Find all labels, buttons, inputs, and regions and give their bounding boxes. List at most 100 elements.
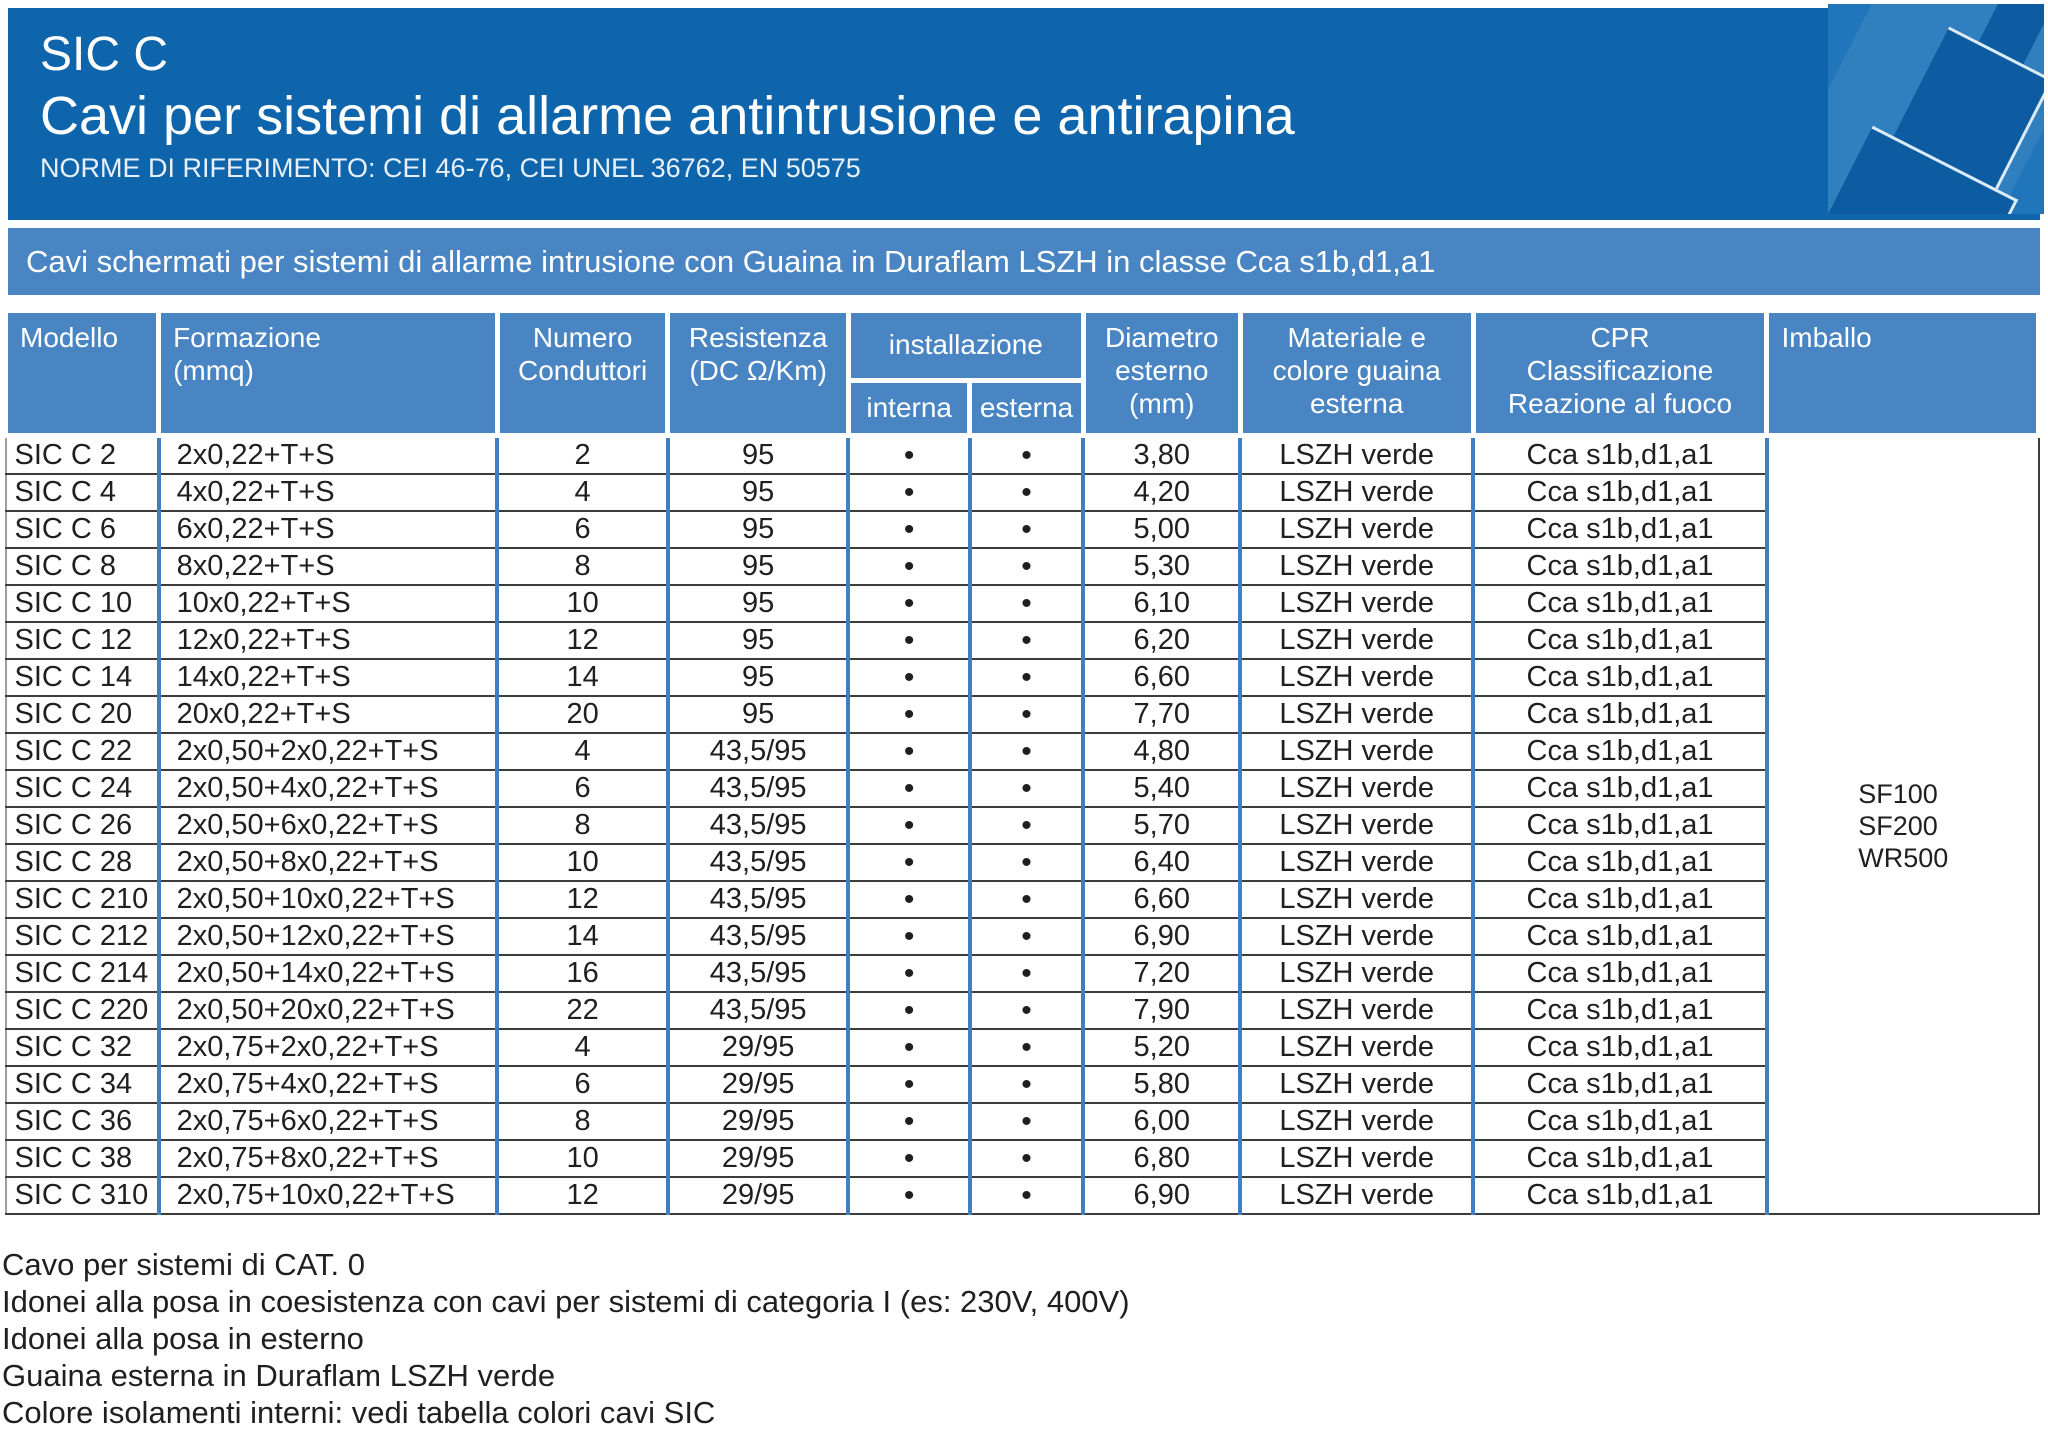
cell-resistenza: 43,5/95 — [665, 843, 851, 882]
cell-materiale: LSZH verde — [1238, 621, 1476, 660]
cell-modello: SIC C 34 — [4, 1065, 161, 1104]
note-line: Cavo per sistemi di CAT. 0 — [2, 1247, 365, 1282]
cell-formazione: 20x0,22+T+S — [156, 695, 500, 734]
cell-installazione-interna: • — [846, 880, 972, 919]
cell-diametro: 6,90 — [1081, 1176, 1243, 1215]
cell-installazione-esterna: • — [967, 473, 1086, 512]
cell-cpr: Cca s1b,d1,a1 — [1471, 658, 1769, 697]
cell-materiale: LSZH verde — [1238, 584, 1476, 623]
note-line: Guaina esterna in Duraflam LSZH verde — [2, 1358, 556, 1393]
cell-diametro: 6,10 — [1081, 584, 1243, 623]
cell-formazione: 2x0,50+8x0,22+T+S — [156, 843, 500, 882]
cell-conduttori: 6 — [495, 510, 670, 549]
header-imballo: Imballo — [1764, 308, 2041, 438]
cell-cpr: Cca s1b,d1,a1 — [1471, 695, 1769, 734]
cell-conduttori: 10 — [495, 1139, 670, 1178]
cell-conduttori: 4 — [495, 473, 670, 512]
category-banner: Cavi schermati per sistemi di allarme in… — [8, 228, 2040, 295]
cell-formazione: 2x0,75+4x0,22+T+S — [156, 1065, 500, 1104]
imballo-line: SF200 — [1858, 810, 1938, 841]
table-body: SIC C 2 2x0,22+T+S 2 95 • • 3,80 LSZH ve… — [4, 433, 2040, 1215]
cell-resistenza: 95 — [665, 547, 851, 586]
cell-installazione-interna: • — [846, 547, 972, 586]
cell-resistenza: 43,5/95 — [665, 732, 851, 771]
cell-diametro: 5,80 — [1081, 1065, 1243, 1104]
cell-modello: SIC C 220 — [4, 991, 161, 1030]
cell-installazione-esterna: • — [967, 991, 1086, 1030]
cell-materiale: LSZH verde — [1238, 1102, 1476, 1141]
cell-installazione-interna: • — [846, 658, 972, 697]
cell-formazione: 2x0,50+14x0,22+T+S — [156, 954, 500, 993]
cell-modello: SIC C 32 — [4, 1028, 161, 1067]
cell-cpr: Cca s1b,d1,a1 — [1471, 584, 1769, 623]
cell-resistenza: 95 — [665, 621, 851, 660]
cell-diametro: 4,80 — [1081, 732, 1243, 771]
cell-installazione-interna: • — [846, 806, 972, 845]
cell-formazione: 10x0,22+T+S — [156, 584, 500, 623]
cell-diametro: 3,80 — [1081, 434, 1243, 475]
cell-resistenza: 43,5/95 — [665, 991, 851, 1030]
cell-installazione-esterna: • — [967, 547, 1086, 586]
cell-diametro: 6,40 — [1081, 843, 1243, 882]
cell-materiale: LSZH verde — [1238, 1065, 1476, 1104]
cell-formazione: 2x0,50+2x0,22+T+S — [156, 732, 500, 771]
cell-formazione: 12x0,22+T+S — [156, 621, 500, 660]
cell-installazione-interna: • — [846, 1176, 972, 1215]
cell-formazione: 2x0,50+10x0,22+T+S — [156, 880, 500, 919]
cell-cpr: Cca s1b,d1,a1 — [1471, 1102, 1769, 1141]
table-head: Modello Formazione (mmq) Numero Condutto… — [2, 308, 2041, 438]
cell-installazione-interna: • — [846, 991, 972, 1030]
cell-conduttori: 12 — [495, 1176, 670, 1215]
cell-installazione-interna: • — [846, 473, 972, 512]
cell-installazione-esterna: • — [967, 621, 1086, 660]
cell-installazione-esterna: • — [967, 1176, 1086, 1215]
cell-resistenza: 29/95 — [665, 1065, 851, 1104]
cell-conduttori: 10 — [495, 584, 670, 623]
cell-resistenza: 29/95 — [665, 1028, 851, 1067]
footer-notes: Cavo per sistemi di CAT. 0 Idonei alla p… — [2, 1246, 2040, 1431]
header-cpr-classificazione: CPR Classificazione Reazione al fuoco — [1470, 308, 1770, 438]
cell-conduttori: 8 — [495, 1102, 670, 1141]
cell-installazione-interna: • — [846, 1139, 972, 1178]
cell-installazione-interna: • — [846, 917, 972, 956]
cell-resistenza: 95 — [665, 510, 851, 549]
header-installazione-esterna: esterna — [967, 378, 1086, 438]
cell-conduttori: 16 — [495, 954, 670, 993]
page-title: Cavi per sistemi di allarme antintrusion… — [40, 86, 1295, 146]
imballo-line: WR500 — [1858, 842, 1949, 873]
note-line: Idonei alla posa in coesistenza con cavi… — [2, 1284, 1130, 1319]
cell-installazione-esterna: • — [967, 769, 1086, 808]
cell-materiale: LSZH verde — [1238, 510, 1476, 549]
imballo-line: SF100 — [1858, 778, 1938, 809]
cell-materiale: LSZH verde — [1238, 991, 1476, 1030]
cell-installazione-esterna: • — [967, 843, 1086, 882]
cell-modello: SIC C 36 — [4, 1102, 161, 1141]
cell-resistenza: 29/95 — [665, 1176, 851, 1215]
header-formazione: Formazione (mmq) — [156, 308, 500, 438]
cell-modello: SIC C 8 — [4, 547, 161, 586]
spec-table: Modello Formazione (mmq) Numero Condutto… — [2, 308, 2041, 1215]
cell-diametro: 7,90 — [1081, 991, 1243, 1030]
cell-installazione-interna: • — [846, 621, 972, 660]
cell-diametro: 5,00 — [1081, 510, 1243, 549]
header-diametro-esterno: Diametro esterno (mm) — [1080, 308, 1243, 438]
cell-resistenza: 95 — [665, 473, 851, 512]
cell-installazione-interna: • — [846, 584, 972, 623]
cell-cpr: Cca s1b,d1,a1 — [1471, 473, 1769, 512]
cell-cpr: Cca s1b,d1,a1 — [1471, 1028, 1769, 1067]
cell-materiale: LSZH verde — [1238, 732, 1476, 771]
cell-diametro: 6,90 — [1081, 917, 1243, 956]
table-row: SIC C 36 2x0,75+6x0,22+T+S 8 29/95 • • 6… — [4, 1102, 2039, 1141]
cell-modello: SIC C 38 — [4, 1139, 161, 1178]
cell-cpr: Cca s1b,d1,a1 — [1471, 806, 1769, 845]
cell-resistenza: 95 — [665, 695, 851, 734]
cell-materiale: LSZH verde — [1238, 1028, 1476, 1067]
cell-modello: SIC C 10 — [4, 584, 161, 623]
cell-resistenza: 43,5/95 — [665, 769, 851, 808]
cell-conduttori: 22 — [495, 991, 670, 1030]
cell-modello: SIC C 22 — [4, 732, 161, 771]
cell-formazione: 6x0,22+T+S — [156, 510, 500, 549]
cell-formazione: 2x0,75+8x0,22+T+S — [156, 1139, 500, 1178]
cell-conduttori: 8 — [495, 806, 670, 845]
table-row: SIC C 6 6x0,22+T+S 6 95 • • 5,00 LSZH ve… — [4, 510, 2039, 549]
